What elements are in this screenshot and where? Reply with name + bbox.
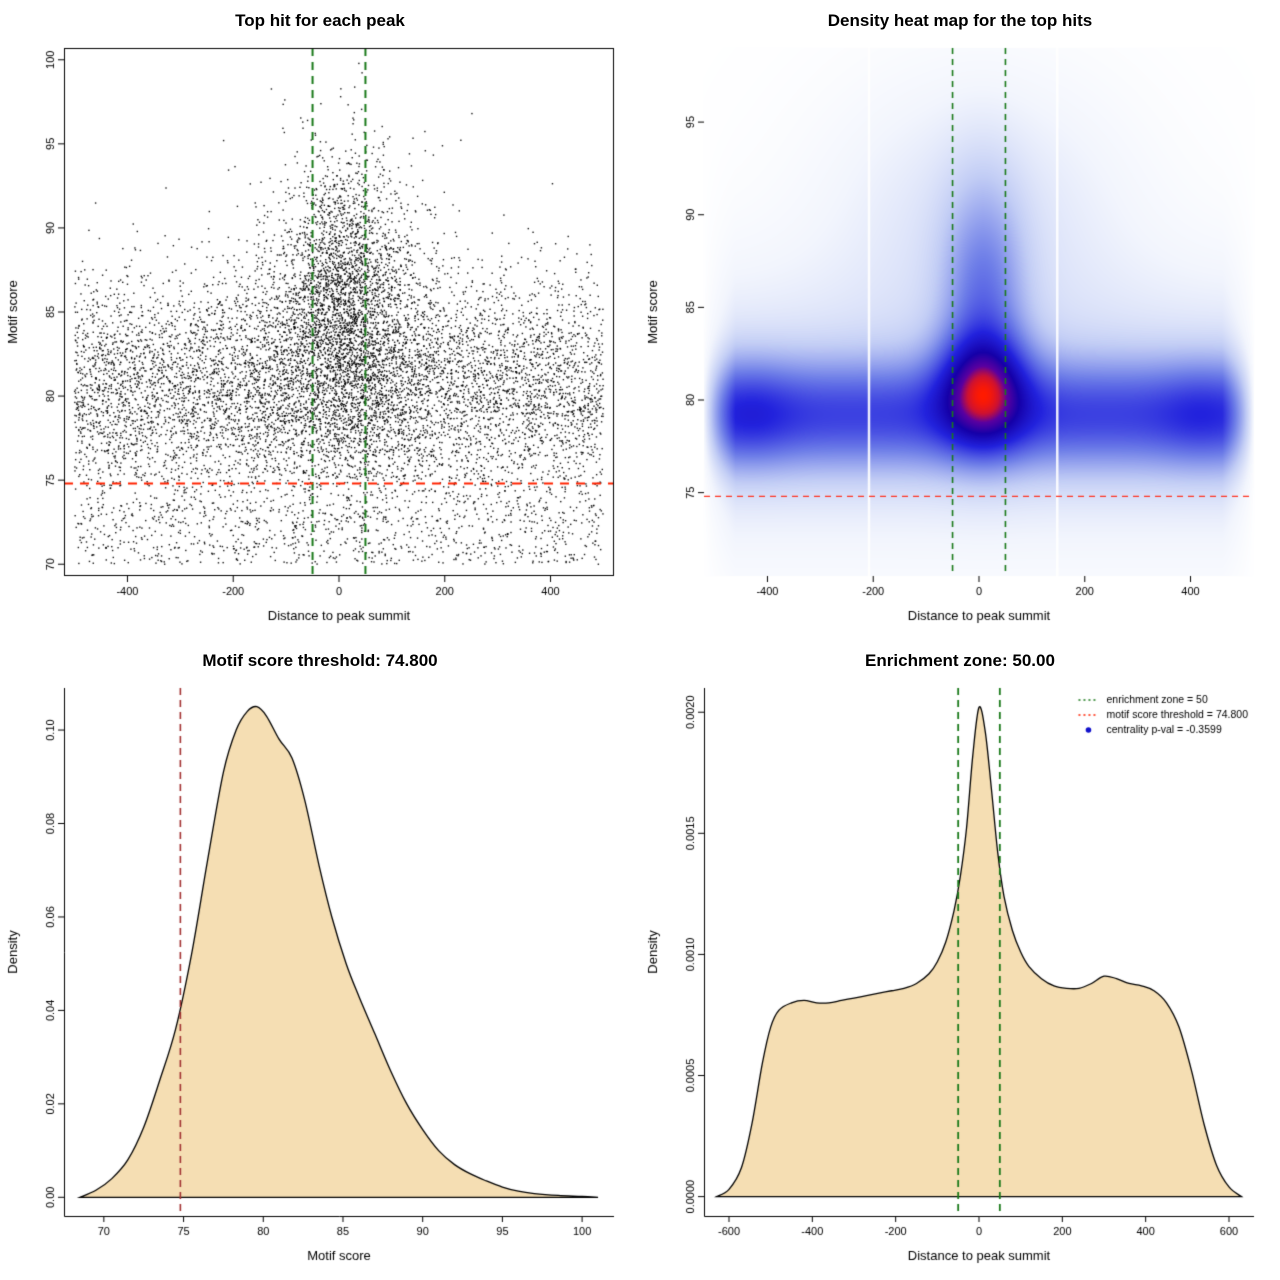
panel-top-hits-scatter: Top hit for each peak (0, 0, 640, 640)
top-hits-scatter-canvas (0, 0, 640, 640)
chart-title-heatmap: Density heat map for the top hits (827, 11, 1093, 30)
distance-density-canvas (640, 640, 1280, 1280)
motif-score-density-canvas (0, 640, 640, 1280)
panel-distance-density: Enrichment zone: 50.00 (640, 640, 1280, 1280)
density-heatmap-canvas (640, 0, 1280, 640)
panel-density-heatmap: Density heat map for the top hits (640, 0, 1280, 640)
chart-title-score-threshold: Motif score threshold: 74.800 (202, 651, 438, 670)
chart-title-enrichment-zone: Enrichment zone: 50.00 (865, 651, 1055, 670)
chart-title-top-hits: Top hit for each peak (235, 11, 405, 30)
panel-motif-score-density: Motif score threshold: 74.800 (0, 640, 640, 1280)
